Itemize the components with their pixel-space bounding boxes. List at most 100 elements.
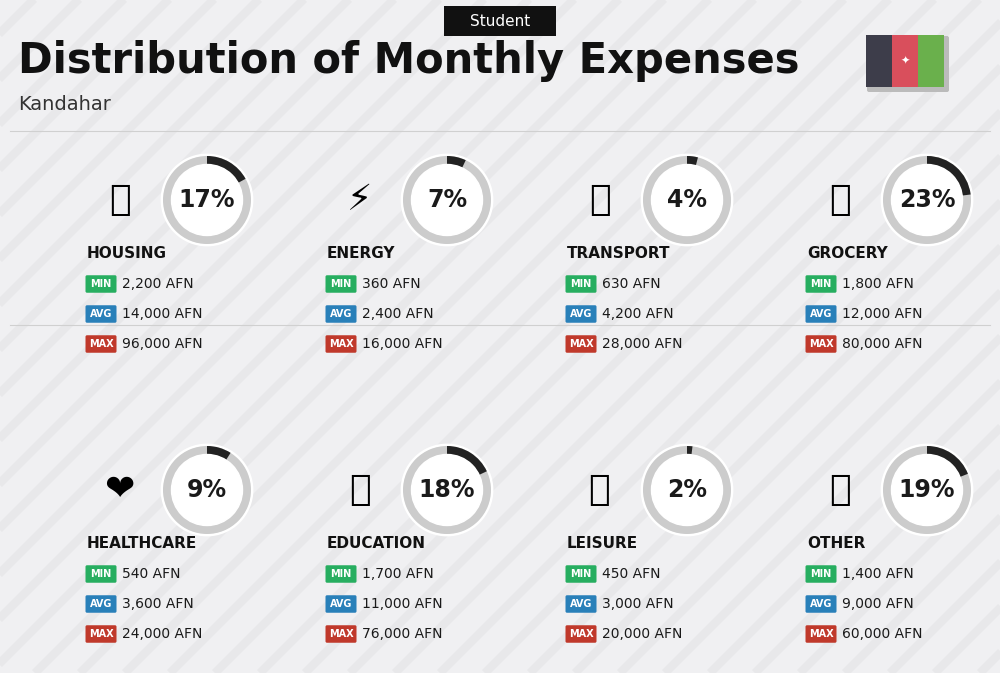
Text: MAX: MAX	[569, 629, 593, 639]
Text: 2,400 AFN: 2,400 AFN	[362, 307, 434, 321]
FancyBboxPatch shape	[86, 565, 116, 583]
Text: AVG: AVG	[570, 599, 592, 609]
FancyBboxPatch shape	[806, 306, 836, 323]
FancyBboxPatch shape	[806, 625, 836, 643]
Text: MAX: MAX	[809, 339, 833, 349]
Text: 4%: 4%	[667, 188, 707, 212]
Wedge shape	[403, 156, 491, 244]
Wedge shape	[163, 446, 251, 534]
Text: 16,000 AFN: 16,000 AFN	[362, 337, 443, 351]
Circle shape	[412, 454, 482, 526]
FancyBboxPatch shape	[918, 35, 944, 87]
Wedge shape	[163, 156, 251, 244]
Text: MIN: MIN	[570, 569, 592, 579]
FancyBboxPatch shape	[326, 595, 356, 612]
Text: 360 AFN: 360 AFN	[362, 277, 421, 291]
Text: 540 AFN: 540 AFN	[122, 567, 180, 581]
Wedge shape	[643, 156, 731, 244]
FancyBboxPatch shape	[86, 335, 116, 353]
Text: MAX: MAX	[89, 339, 113, 349]
FancyBboxPatch shape	[566, 306, 596, 323]
Text: 14,000 AFN: 14,000 AFN	[122, 307, 202, 321]
Text: MIN: MIN	[810, 279, 832, 289]
Text: AVG: AVG	[90, 599, 112, 609]
Circle shape	[651, 454, 722, 526]
FancyBboxPatch shape	[566, 565, 596, 583]
FancyBboxPatch shape	[806, 595, 836, 612]
Text: ❤️: ❤️	[105, 473, 135, 507]
FancyBboxPatch shape	[86, 595, 116, 612]
Text: Kandahar: Kandahar	[18, 96, 111, 114]
Wedge shape	[927, 156, 971, 196]
Circle shape	[651, 164, 722, 236]
Text: 96,000 AFN: 96,000 AFN	[122, 337, 203, 351]
Text: 80,000 AFN: 80,000 AFN	[842, 337, 922, 351]
Circle shape	[172, 454, 242, 526]
FancyBboxPatch shape	[806, 565, 836, 583]
Circle shape	[892, 454, 962, 526]
FancyBboxPatch shape	[444, 6, 556, 36]
Text: ⚡: ⚡	[347, 183, 373, 217]
FancyBboxPatch shape	[566, 625, 596, 643]
Wedge shape	[447, 446, 487, 475]
Text: 3,000 AFN: 3,000 AFN	[602, 597, 674, 611]
Text: Distribution of Monthly Expenses: Distribution of Monthly Expenses	[18, 40, 800, 82]
FancyBboxPatch shape	[326, 275, 356, 293]
FancyBboxPatch shape	[86, 275, 116, 293]
Text: MAX: MAX	[329, 339, 353, 349]
Text: MAX: MAX	[569, 339, 593, 349]
Text: 2%: 2%	[667, 478, 707, 502]
Text: 🎓: 🎓	[349, 473, 371, 507]
FancyBboxPatch shape	[86, 306, 116, 323]
Text: 1,400 AFN: 1,400 AFN	[842, 567, 914, 581]
Text: HOUSING: HOUSING	[87, 246, 167, 262]
Text: AVG: AVG	[90, 309, 112, 319]
FancyBboxPatch shape	[566, 335, 596, 353]
Text: 💰: 💰	[829, 473, 851, 507]
Text: AVG: AVG	[570, 309, 592, 319]
Text: 🏗: 🏗	[109, 183, 131, 217]
Text: 17%: 17%	[179, 188, 235, 212]
Circle shape	[412, 164, 482, 236]
Text: 3,600 AFN: 3,600 AFN	[122, 597, 194, 611]
Text: 7%: 7%	[427, 188, 467, 212]
FancyBboxPatch shape	[806, 275, 836, 293]
Text: 60,000 AFN: 60,000 AFN	[842, 627, 922, 641]
Text: MAX: MAX	[89, 629, 113, 639]
Text: 🛒: 🛒	[829, 183, 851, 217]
Text: 23%: 23%	[899, 188, 955, 212]
Text: MIN: MIN	[330, 279, 352, 289]
Text: 18%: 18%	[419, 478, 475, 502]
Circle shape	[892, 164, 962, 236]
Text: MIN: MIN	[570, 279, 592, 289]
Circle shape	[172, 164, 242, 236]
Wedge shape	[207, 446, 231, 460]
Text: MAX: MAX	[329, 629, 353, 639]
Text: 🚌: 🚌	[589, 183, 611, 217]
Text: Student: Student	[470, 13, 530, 28]
Text: MIN: MIN	[330, 569, 352, 579]
Text: EDUCATION: EDUCATION	[327, 536, 426, 551]
Text: MAX: MAX	[809, 629, 833, 639]
Wedge shape	[927, 446, 968, 477]
Text: 20,000 AFN: 20,000 AFN	[602, 627, 682, 641]
Text: HEALTHCARE: HEALTHCARE	[87, 536, 197, 551]
Text: 450 AFN: 450 AFN	[602, 567, 660, 581]
Text: AVG: AVG	[330, 599, 352, 609]
FancyBboxPatch shape	[326, 306, 356, 323]
Wedge shape	[687, 446, 693, 455]
Text: 630 AFN: 630 AFN	[602, 277, 661, 291]
FancyBboxPatch shape	[867, 36, 949, 92]
Wedge shape	[207, 156, 246, 183]
FancyBboxPatch shape	[566, 595, 596, 612]
Text: AVG: AVG	[810, 309, 832, 319]
Wedge shape	[643, 446, 731, 534]
Wedge shape	[403, 446, 491, 534]
Text: 🛍️: 🛍️	[589, 473, 611, 507]
Text: ENERGY: ENERGY	[327, 246, 396, 262]
Text: 1,800 AFN: 1,800 AFN	[842, 277, 914, 291]
Text: 9,000 AFN: 9,000 AFN	[842, 597, 914, 611]
Text: 76,000 AFN: 76,000 AFN	[362, 627, 442, 641]
Text: 12,000 AFN: 12,000 AFN	[842, 307, 922, 321]
Text: GROCERY: GROCERY	[807, 246, 888, 262]
